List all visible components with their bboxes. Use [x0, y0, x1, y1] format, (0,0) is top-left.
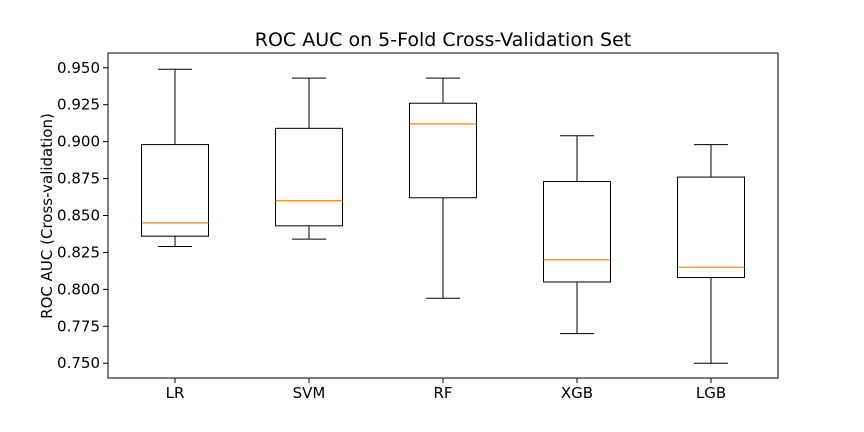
box-lr — [141, 144, 209, 237]
y-tick-label: 0.825 — [57, 243, 100, 261]
x-tick-label: LR — [166, 384, 185, 402]
x-tick-label: LGB — [696, 384, 726, 402]
box-svm — [275, 127, 343, 227]
y-tick-label: 0.950 — [57, 59, 100, 77]
y-tick-label: 0.900 — [57, 133, 100, 151]
x-tick-label: RF — [433, 384, 452, 402]
y-tick-label: 0.875 — [57, 170, 100, 188]
y-tick-label: 0.750 — [57, 354, 100, 372]
box-rf — [409, 102, 477, 199]
y-tick-label: 0.850 — [57, 207, 100, 225]
x-tick-label: XGB — [561, 384, 593, 402]
y-tick-label: 0.925 — [57, 96, 100, 114]
y-tick-label: 0.800 — [57, 280, 100, 298]
y-tick-label: 0.775 — [57, 317, 100, 335]
y-axis-label: ROC AUC (Cross-validation) — [38, 113, 56, 319]
x-tick-label: SVM — [293, 384, 326, 402]
box-lgb — [677, 176, 745, 279]
plot-area: 0.750 0.775 0.800 0.825 0.850 0.875 0.900 0.925… — [57, 52, 779, 402]
chart-title: ROC AUC on 5-Fold Cross-Validation Set — [255, 29, 631, 51]
box-xgb — [543, 181, 611, 283]
